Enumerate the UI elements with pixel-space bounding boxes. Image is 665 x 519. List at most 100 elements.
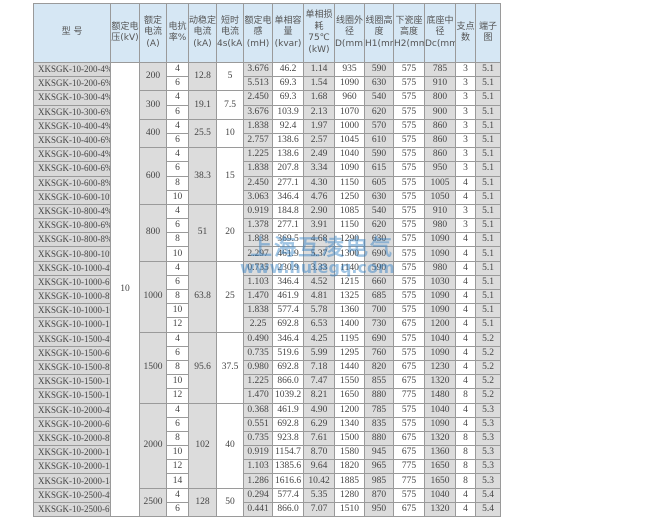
- support-count-cell: 4: [455, 487, 476, 503]
- table-row: XKSGK-10-800-6% 6 1.378 277.1 3.91 1150 620 575…: [33, 218, 501, 234]
- loss-cell: 3.91: [303, 218, 335, 234]
- header-row: 型 号额定电压(kV) 额定电流(A) 电抗率% 动稳定电流(kA) 短时电流4s(kA…: [33, 3, 501, 63]
- dynamic-current-cell: 63.8: [188, 260, 217, 333]
- table-body: XKSGK-10-200-4% 10 200 4 12.8 5 3.676 46.2 1.14 9…: [33, 61, 501, 518]
- base-diameter-cell: 910: [424, 203, 456, 220]
- reactance-cell: 4: [166, 118, 189, 134]
- inductance-cell: 2.297: [243, 246, 273, 262]
- height-h2-cell: 675: [393, 374, 425, 390]
- reactance-cell: 6: [166, 274, 189, 291]
- terminal-cell: 5.1: [475, 246, 501, 262]
- model-cell: XKSGK-10-600-10%: [33, 189, 111, 205]
- capacity-cell: 461.9: [272, 402, 304, 418]
- height-h2-cell: 575: [393, 90, 425, 106]
- height-h2-cell: 675: [393, 359, 425, 376]
- base-diameter-cell: 1320: [424, 430, 456, 447]
- inductance-cell: 1.103: [243, 274, 273, 291]
- height-h2-cell: 575: [393, 132, 425, 149]
- terminal-cell: 5.1: [475, 189, 501, 205]
- loss-cell: 2.49: [303, 147, 335, 163]
- inductance-cell: 0.735: [243, 260, 273, 276]
- diameter-cell: 1340: [334, 416, 365, 432]
- table-row: XKSGK-10-2000-4% 2000 4 102 40 0.368 461.9 4.90…: [33, 402, 501, 489]
- loss-cell: 5.37: [303, 246, 335, 262]
- height-h1-cell: 965: [364, 459, 394, 475]
- reactor-spec-table: 型 号额定电压(kV) 额定电流(A) 电抗率% 动稳定电流(kA) 短时电流4s(kA…: [33, 3, 501, 518]
- reactance-cell: 10: [166, 445, 189, 461]
- table-row: XKSGK-10-600-6% 6 1.838 207.8 3.34 1090 615 575…: [33, 161, 501, 177]
- reactance-cell: 10: [166, 189, 189, 205]
- height-h2-cell: 575: [393, 218, 425, 234]
- capacity-cell: 1039.2: [272, 388, 304, 404]
- support-count-cell: 8: [455, 473, 476, 489]
- base-diameter-cell: 980: [424, 260, 456, 276]
- support-count-cell: 3: [455, 218, 476, 234]
- inductance-cell: 0.919: [243, 203, 273, 220]
- inductance-cell: 1.470: [243, 388, 273, 404]
- current-cell: 800: [139, 203, 167, 262]
- table-row: XKSGK-10-1000-12% 12 2.25692.86.5314007306…: [33, 317, 501, 333]
- height-h2-cell: 575: [393, 203, 425, 220]
- inductance-cell: 1.838: [243, 118, 273, 134]
- reactance-cell: 8: [166, 175, 189, 191]
- short-current-cell: 50: [216, 487, 244, 518]
- table-row: XKSGK-10-1500-12%121.4701039.28.21165088…: [33, 388, 501, 404]
- model-cell: XKSGK-10-1500-10%: [33, 374, 111, 390]
- height-h2-cell: 575: [393, 232, 425, 248]
- base-diameter-cell: 1090: [424, 303, 456, 319]
- terminal-cell: 5.1: [475, 76, 501, 92]
- model-cell: XKSGK-10-800-4%: [33, 203, 111, 220]
- model-cell: XKSGK-10-2500-6%: [33, 501, 111, 518]
- loss-cell: 7.47: [303, 374, 335, 390]
- diameter-cell: 1295: [334, 345, 365, 361]
- terminal-cell: 5.1: [475, 90, 501, 106]
- capacity-cell: 138.6: [272, 147, 304, 163]
- diameter-cell: 1550: [334, 374, 365, 390]
- height-h1-cell: 615: [364, 161, 394, 177]
- height-h1-cell: 630: [364, 189, 394, 205]
- inductance-cell: 5.513: [243, 76, 273, 92]
- dynamic-current-cell: 38.3: [188, 147, 217, 205]
- loss-cell: 2.13: [303, 104, 335, 120]
- table-row: XKSGK-10-2000-12% 12 1.1031385.69.64182096…: [33, 459, 501, 475]
- model-cell: XKSGK-10-2000-12%: [33, 459, 111, 475]
- diameter-cell: 1140: [334, 260, 365, 276]
- short-current-cell: 10: [216, 118, 244, 149]
- reactance-cell: 4: [166, 147, 189, 163]
- height-h2-cell: 775: [393, 473, 425, 489]
- height-h2-cell: 575: [393, 288, 425, 305]
- loss-cell: 9.64: [303, 459, 335, 475]
- inductance-cell: 0.368: [243, 402, 273, 418]
- inductance-cell: 0.919: [243, 445, 273, 461]
- capacity-cell: 103.9: [272, 104, 304, 120]
- diameter-cell: 1150: [334, 218, 365, 234]
- capacity-cell: 577.4: [272, 303, 304, 319]
- support-count-cell: 3: [455, 90, 476, 106]
- loss-cell: 4.76: [303, 189, 335, 205]
- height-h1-cell: 730: [364, 317, 394, 333]
- terminal-cell: 5.1: [475, 104, 501, 120]
- diameter-cell: 960: [334, 90, 365, 106]
- table-row: XKSGK-10-1000-6% 6 1.103 346.4 4.52 1215 660 57…: [33, 274, 501, 291]
- base-diameter-cell: 1050: [424, 189, 456, 205]
- loss-cell: 2.90: [303, 203, 335, 220]
- column-header: 单相容量(kvar): [272, 3, 304, 63]
- support-count-cell: 4: [455, 501, 476, 518]
- reactance-cell: 12: [166, 388, 189, 404]
- base-diameter-cell: 1650: [424, 473, 456, 489]
- reactance-cell: 6: [166, 345, 189, 361]
- height-h1-cell: 690: [364, 246, 394, 262]
- support-count-cell: 4: [455, 402, 476, 418]
- support-count-cell: 4: [455, 303, 476, 319]
- support-count-cell: 3: [455, 147, 476, 163]
- loss-cell: 7.61: [303, 430, 335, 447]
- capacity-cell: 230.9: [272, 260, 304, 276]
- dynamic-current-cell: 51: [188, 203, 217, 262]
- height-h2-cell: 575: [393, 161, 425, 177]
- terminal-cell: 5.1: [475, 61, 501, 78]
- base-diameter-cell: 1030: [424, 274, 456, 291]
- height-h1-cell: 605: [364, 175, 394, 191]
- base-diameter-cell: 900: [424, 104, 456, 120]
- base-diameter-cell: 1005: [424, 175, 456, 191]
- column-header: 线圈外径D(mm): [334, 3, 365, 63]
